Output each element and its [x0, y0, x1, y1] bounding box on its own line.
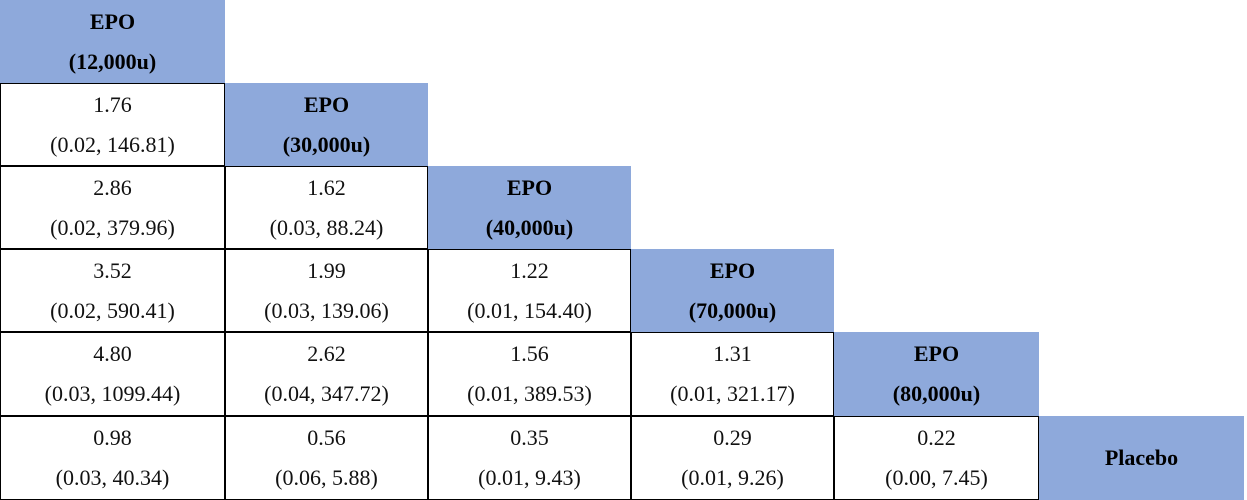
treatment-name: EPO — [89, 8, 136, 34]
effect-estimate: 1.99 — [307, 257, 346, 283]
confidence-interval: (0.03, 88.24) — [269, 214, 384, 240]
treatment-header-3: EPO (70,000u) — [631, 249, 834, 332]
treatment-dose: (80,000u) — [892, 381, 981, 406]
confidence-interval: (0.02, 590.41) — [50, 297, 175, 323]
comparison-cell-r3-c0: 3.52 (0.02, 590.41) — [0, 249, 225, 332]
treatment-header-0: EPO (12,000u) — [0, 0, 225, 83]
treatment-name: EPO — [506, 174, 553, 200]
effect-estimate: 1.22 — [510, 257, 549, 283]
treatment-header-5: Placebo — [1039, 416, 1244, 500]
comparison-cell-r4-c1: 2.62 (0.04, 347.72) — [225, 332, 428, 416]
effect-estimate: 2.62 — [307, 341, 346, 366]
treatment-dose: (30,000u) — [282, 131, 371, 157]
comparison-cell-r2-c1: 1.62 (0.03, 88.24) — [225, 166, 428, 249]
comparison-cell-r4-c0: 4.80 (0.03, 1099.44) — [0, 332, 225, 416]
effect-estimate: 3.52 — [93, 257, 132, 283]
effect-estimate: 2.86 — [93, 174, 132, 200]
confidence-interval: (0.03, 40.34) — [55, 465, 170, 490]
treatment-header-2: EPO (40,000u) — [428, 166, 631, 249]
comparison-cell-r4-c2: 1.56 (0.01, 389.53) — [428, 332, 631, 416]
effect-estimate: 1.56 — [510, 341, 549, 366]
comparison-cell-r5-c0: 0.98 (0.03, 40.34) — [0, 416, 225, 500]
comparison-cell-r5-c4: 0.22 (0.00, 7.45) — [834, 416, 1039, 500]
treatment-dose: (70,000u) — [688, 297, 777, 323]
comparison-cell-r5-c3: 0.29 (0.01, 9.26) — [631, 416, 834, 500]
effect-estimate: 1.62 — [307, 174, 346, 200]
comparison-cell-r5-c2: 0.35 (0.01, 9.43) — [428, 416, 631, 500]
comparison-cell-r4-c3: 1.31 (0.01, 321.17) — [631, 332, 834, 416]
comparison-cell-r2-c0: 2.86 (0.02, 379.96) — [0, 166, 225, 249]
comparison-cell-r5-c1: 0.56 (0.06, 5.88) — [225, 416, 428, 500]
effect-estimate: 0.35 — [510, 425, 549, 450]
treatment-header-4: EPO (80,000u) — [834, 332, 1039, 416]
confidence-interval: (0.03, 1099.44) — [44, 381, 181, 406]
treatment-dose: (40,000u) — [485, 214, 574, 240]
comparison-cell-r3-c1: 1.99 (0.03, 139.06) — [225, 249, 428, 332]
confidence-interval: (0.01, 9.43) — [478, 465, 581, 490]
confidence-interval: (0.01, 389.53) — [467, 381, 592, 406]
confidence-interval: (0.01, 321.17) — [670, 381, 795, 406]
treatment-header-1: EPO (30,000u) — [225, 83, 428, 166]
effect-estimate: 1.76 — [93, 91, 132, 117]
effect-estimate: 0.56 — [307, 425, 346, 450]
treatment-name: EPO — [913, 341, 960, 366]
confidence-interval: (0.04, 347.72) — [264, 381, 389, 406]
confidence-interval: (0.06, 5.88) — [275, 465, 378, 490]
treatment-dose: (12,000u) — [68, 48, 157, 74]
confidence-interval: (0.03, 139.06) — [264, 297, 389, 323]
confidence-interval: (0.01, 154.40) — [467, 297, 592, 323]
treatment-name: EPO — [303, 91, 350, 117]
confidence-interval: (0.02, 146.81) — [50, 131, 175, 157]
confidence-interval: (0.00, 7.45) — [885, 465, 988, 490]
effect-estimate: 0.98 — [93, 425, 132, 450]
confidence-interval: (0.01, 9.26) — [681, 465, 784, 490]
effect-estimate: 4.80 — [93, 341, 132, 366]
effect-estimate: 0.22 — [917, 425, 956, 450]
effect-estimate: 1.31 — [713, 341, 752, 366]
confidence-interval: (0.02, 379.96) — [50, 214, 175, 240]
treatment-name: EPO — [709, 257, 756, 283]
comparison-cell-r3-c2: 1.22 (0.01, 154.40) — [428, 249, 631, 332]
effect-estimate: 0.29 — [713, 425, 752, 450]
treatment-name: Placebo — [1104, 445, 1179, 470]
comparison-cell-r1-c0: 1.76 (0.02, 146.81) — [0, 83, 225, 166]
